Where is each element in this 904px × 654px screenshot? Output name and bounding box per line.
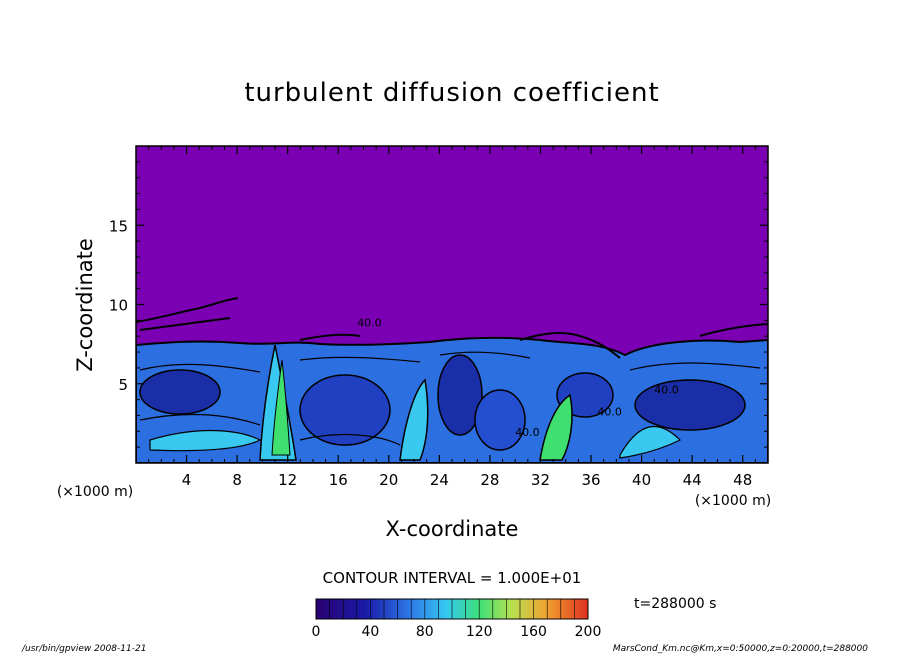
- contour-label: 40.0: [357, 317, 382, 330]
- plume: [619, 425, 682, 459]
- chart-title: turbulent diffusion coefficient: [244, 78, 659, 108]
- footer-right: MarsCond_Km.nc@Km,x=0:50000,z=0:20000,t=…: [613, 644, 868, 654]
- colorbar-tick-label: 80: [416, 624, 434, 640]
- contour-labels: 40.0 40.0 40.0 40.0: [357, 317, 679, 439]
- plume: [271, 359, 291, 456]
- time-label: t=288000 s: [634, 596, 716, 612]
- y-tick-label: 5: [118, 376, 128, 394]
- contour-line: [139, 351, 761, 446]
- y-axis: 5 10 15: [109, 161, 768, 448]
- y-axis-label: Z-coordinate: [73, 238, 97, 372]
- cell: [299, 374, 391, 446]
- contour-label: 40.0: [515, 426, 540, 439]
- cell: [139, 369, 221, 415]
- x-unit-right: (×1000 m): [695, 493, 771, 509]
- cell: [437, 354, 483, 436]
- plume: [539, 393, 573, 461]
- x-tick-label: 12: [278, 471, 297, 489]
- contour-label: 40.0: [597, 405, 622, 418]
- x-tick-label: 20: [379, 471, 398, 489]
- x-tick-label: 36: [581, 471, 600, 489]
- colorbar-tick-label: 40: [361, 624, 379, 640]
- x-tick-label: 8: [232, 471, 242, 489]
- footer-left: /usr/bin/gpview 2008-11-21: [21, 644, 146, 654]
- y-tick-label: 15: [109, 217, 128, 235]
- x-tick-label: 44: [683, 471, 702, 489]
- colorbar-tick-label: 120: [466, 624, 493, 640]
- cell: [474, 389, 526, 451]
- colorbar-stripes: [329, 599, 575, 619]
- x-unit-left: (×1000 m): [57, 484, 133, 500]
- plume: [399, 378, 429, 461]
- contour-label: 40.0: [654, 383, 679, 396]
- x-tick-label: 40: [632, 471, 651, 489]
- plume: [149, 429, 262, 452]
- cell: [634, 379, 746, 431]
- x-tick-label: 4: [182, 471, 192, 489]
- x-axis: 4 8 12 16 20 24 28 32 36 40 44 48: [148, 146, 756, 489]
- colorbar-tick-label: 0: [312, 624, 321, 640]
- x-axis-label: X-coordinate: [386, 517, 519, 541]
- y-tick-label: 10: [109, 297, 128, 315]
- x-tick-label: 24: [430, 471, 449, 489]
- x-tick-label: 32: [531, 471, 550, 489]
- x-tick-label: 16: [329, 471, 348, 489]
- plot-area: [136, 146, 768, 463]
- x-tick-label: 48: [733, 471, 752, 489]
- x-tick-label: 28: [480, 471, 499, 489]
- contour-interval: CONTOUR INTERVAL = 1.000E+01: [323, 569, 582, 587]
- colorbar-tick-label: 200: [575, 624, 602, 640]
- colorbar-tick-label: 160: [520, 624, 547, 640]
- colorbar-ticks: 0 40 80 120 160 200: [312, 624, 602, 640]
- contour-line: [136, 297, 768, 359]
